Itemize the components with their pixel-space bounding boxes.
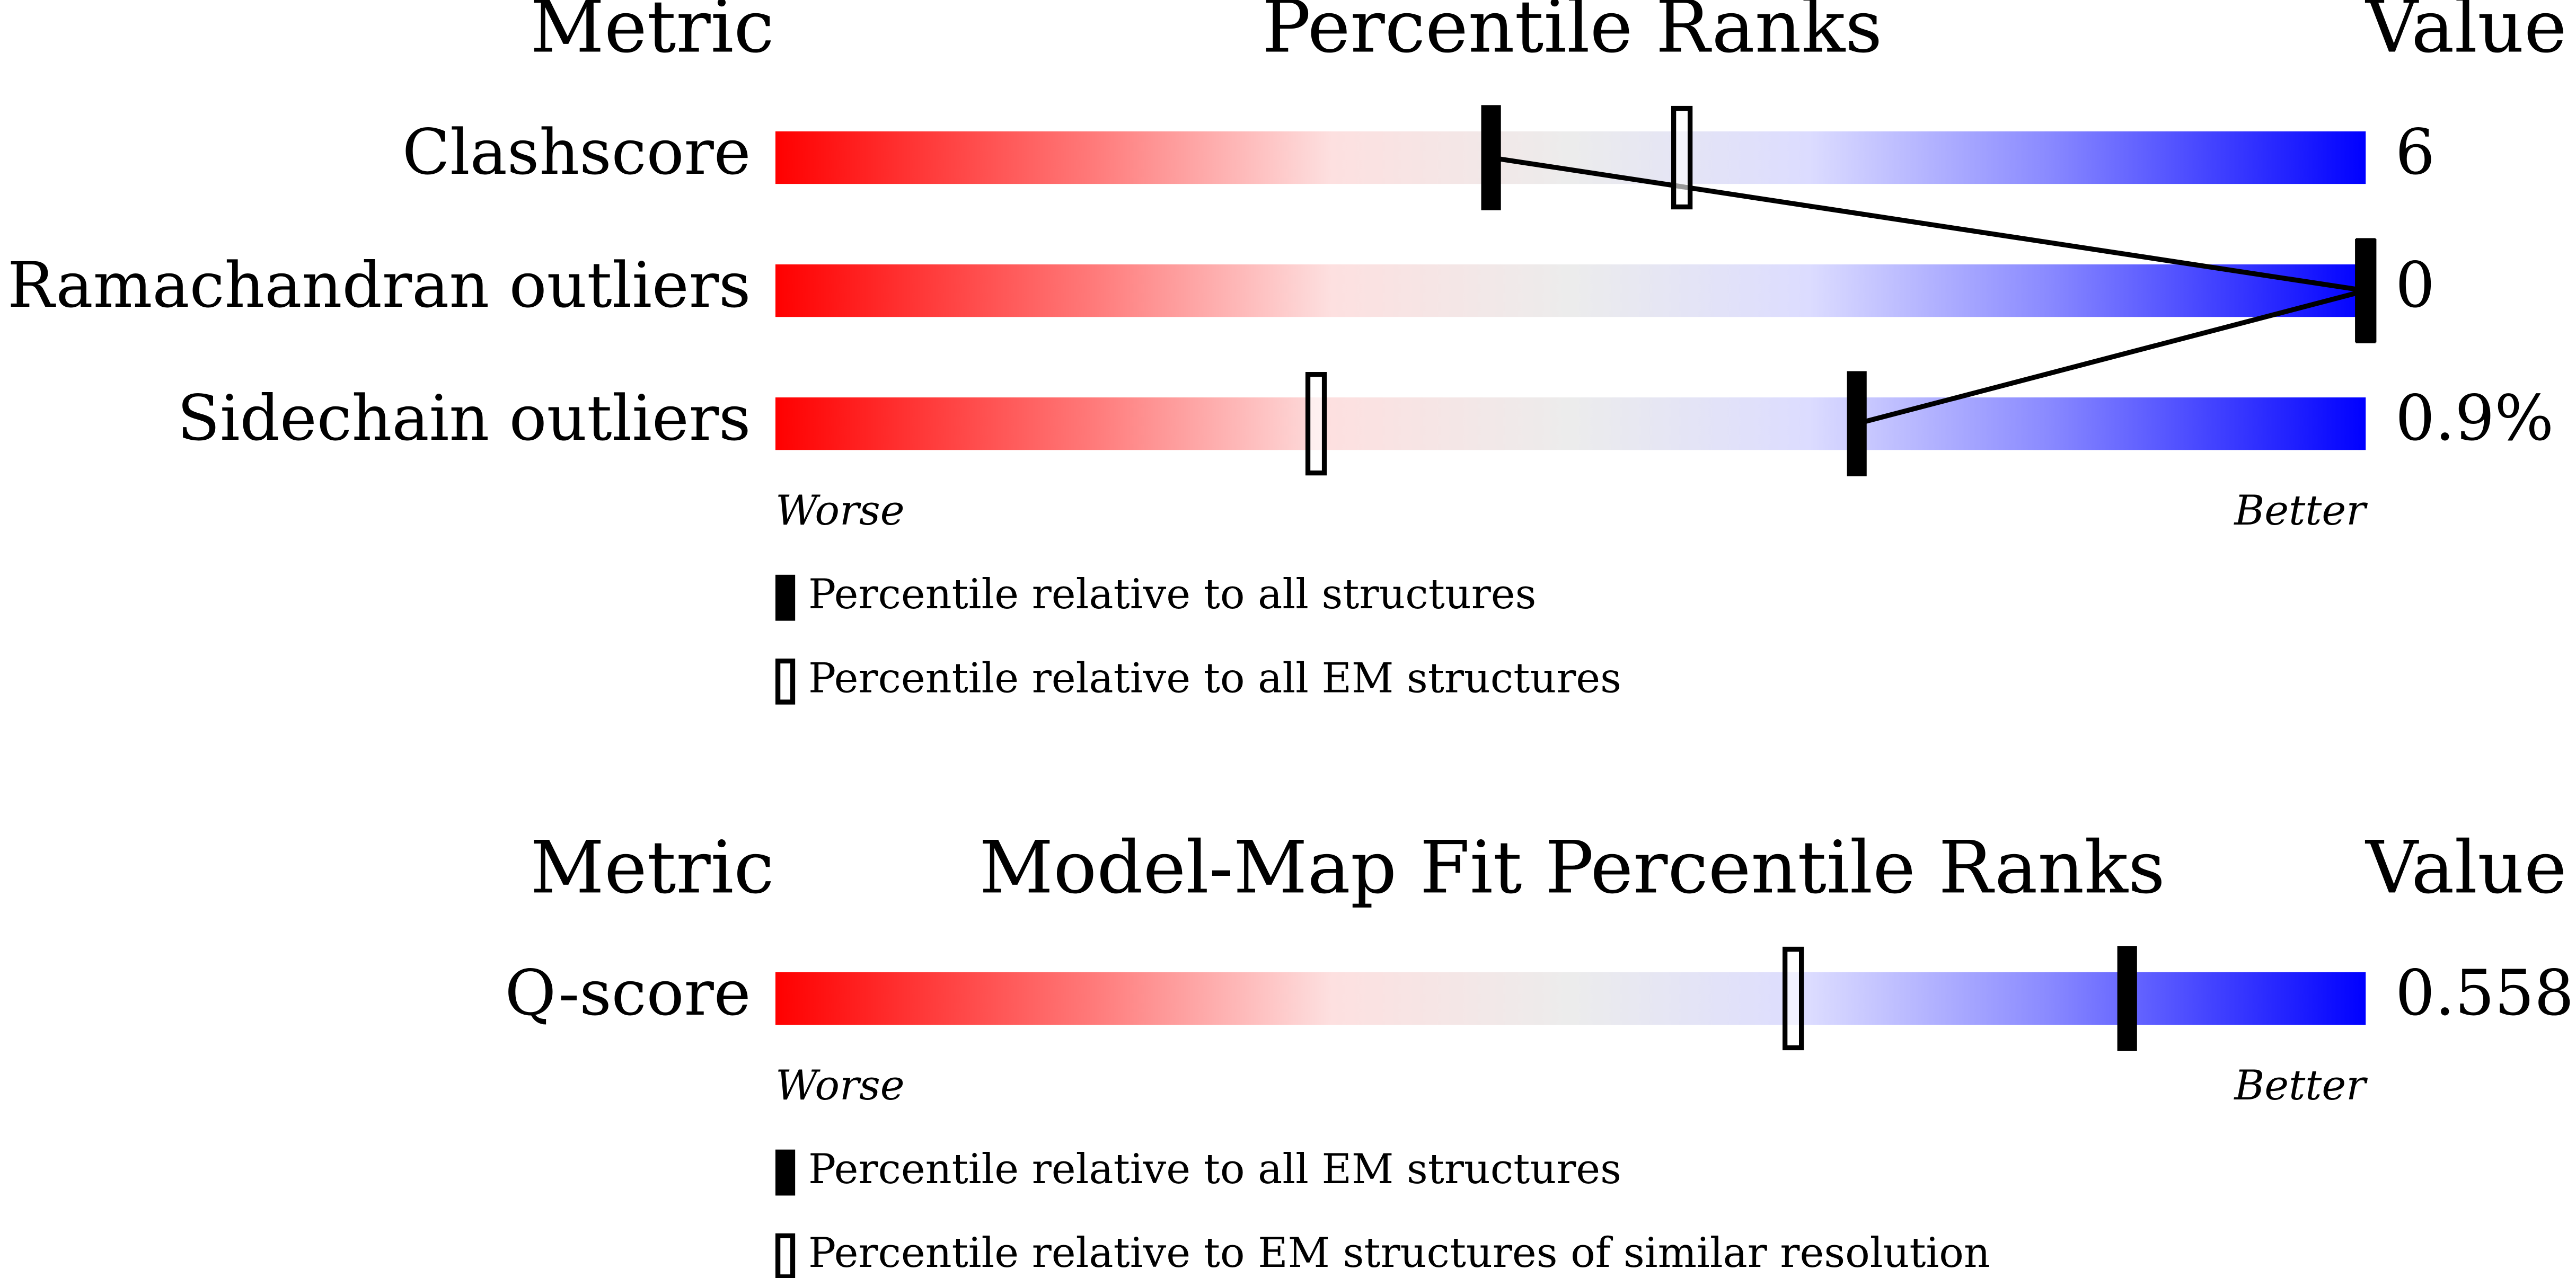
metric-label: Ramachandran outliers (7, 249, 751, 322)
legend-marker-filled (775, 1149, 796, 1196)
metric-label: Q-score (505, 957, 751, 1030)
marker-open (1671, 105, 1693, 210)
metric-value: 0.558 (2395, 957, 2574, 1030)
worse-label: Worse (775, 487, 905, 535)
legend-label: Percentile relative to all EM structures (808, 654, 1621, 702)
value-header: Value (2365, 826, 2566, 910)
legend-label: Percentile relative to all structures (808, 571, 1536, 618)
marker-open (1305, 372, 1327, 476)
metric-label: Sidechain outliers (177, 382, 751, 455)
chart-title: Model-Map Fit Percentile Ranks (980, 826, 2165, 910)
marker-open (1782, 946, 1804, 1051)
marker-filled (1847, 371, 1867, 476)
gradient-bar (775, 131, 2366, 184)
metric-header: Metric (530, 0, 774, 69)
legend-label: Percentile relative to EM structures of … (808, 1229, 1990, 1277)
metric-value: 0.9% (2395, 382, 2554, 455)
legend-marker-open (775, 1233, 796, 1278)
marker-filled (1481, 105, 1501, 210)
marker-filled (2117, 946, 2137, 1051)
legend-marker-open (775, 658, 796, 705)
metric-value: 0 (2395, 249, 2435, 322)
value-header: Value (2365, 0, 2566, 69)
better-label: Better (2233, 487, 2368, 535)
chart-title: Percentile Ranks (1262, 0, 1882, 69)
worse-label: Worse (775, 1062, 905, 1110)
metric-header: Metric (530, 826, 774, 910)
legend-label: Percentile relative to all EM structures (808, 1146, 1621, 1193)
metric-value: 6 (2395, 116, 2435, 189)
gradient-bar (775, 397, 2366, 450)
gradient-bar (775, 972, 2366, 1025)
gradient-bar (775, 264, 2366, 317)
better-label: Better (2233, 1062, 2368, 1110)
marker-filled (2356, 238, 2376, 343)
legend-marker-filled (775, 574, 796, 621)
metric-label: Clashscore (402, 116, 751, 189)
